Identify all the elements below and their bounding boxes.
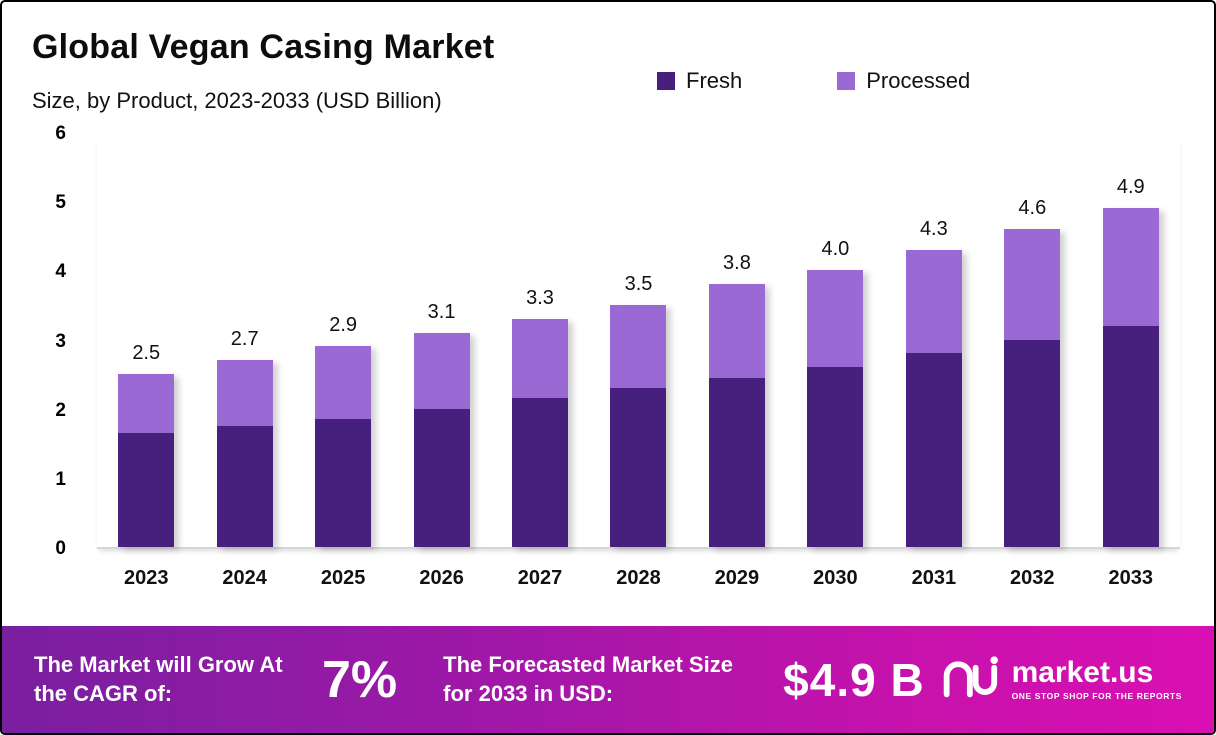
y-tick-label: 3 <box>55 330 66 352</box>
x-tick-label: 2028 <box>616 567 661 589</box>
bar-segment-fresh <box>708 377 765 547</box>
x-tick-label: 2023 <box>123 567 169 589</box>
bar-column-2033: 4.9 <box>1082 134 1180 547</box>
stacked-bar <box>315 346 372 547</box>
legend: Fresh Processed <box>657 68 970 94</box>
bar-total-label: 4.6 <box>1018 196 1047 219</box>
brand-tagline: ONE STOP SHOP FOR THE REPORTS <box>1011 691 1182 702</box>
stacked-bar <box>1004 228 1061 547</box>
stacked-bar <box>512 318 569 547</box>
x-tick-label: 2026 <box>419 567 464 589</box>
bar-total-label: 4.3 <box>919 217 948 240</box>
bar-segment-processed <box>216 360 273 426</box>
y-tick-label: 5 <box>55 192 66 214</box>
bar-column-2024: 2.7 <box>195 134 293 547</box>
stacked-bar <box>708 284 765 547</box>
bar-segment-fresh <box>512 398 569 547</box>
brand-block: market.us ONE STOP SHOP FOR THE REPORTS <box>942 655 1182 704</box>
bar-column-2029: 3.8 <box>688 134 786 547</box>
legend-label: Processed <box>866 68 971 93</box>
x-tick-label: 2030 <box>813 567 858 589</box>
legend-swatch <box>837 72 856 90</box>
bar-total-label: 3.5 <box>624 272 653 295</box>
bar-segment-fresh <box>610 387 667 547</box>
bar-segment-fresh <box>1102 325 1159 547</box>
footer-banner: The Market will Grow At the CAGR of: 7% … <box>2 626 1214 733</box>
bar-column-2025: 2.9 <box>294 134 392 547</box>
y-tick-label: 0 <box>55 538 66 559</box>
bar-segment-processed <box>413 332 470 409</box>
bar-segment-processed <box>1004 228 1061 340</box>
bar-segment-fresh <box>216 425 273 547</box>
bar-segment-processed <box>1102 208 1159 326</box>
bar-segment-processed <box>807 270 864 368</box>
bar-column-2030: 4.0 <box>786 134 884 547</box>
bar-segment-fresh <box>807 367 864 547</box>
x-tick-label: 2029 <box>714 567 760 589</box>
stacked-bar <box>905 249 962 547</box>
legend-item-fresh: Fresh <box>657 68 742 94</box>
y-tick-label: 2 <box>55 399 66 421</box>
brand-text: market.us ONE STOP SHOP FOR THE REPORTS <box>1012 658 1182 701</box>
stacked-bar <box>807 270 864 547</box>
x-tick-label: 2031 <box>911 567 957 589</box>
forecast-value: $4.9 B <box>783 653 925 706</box>
legend-swatch <box>657 72 675 90</box>
cagr-label: The Market will Grow At the CAGR of: <box>34 651 283 706</box>
bar-total-label: 3.3 <box>526 286 554 309</box>
y-tick-label: 4 <box>55 261 66 283</box>
x-tick-label: 2025 <box>320 567 366 589</box>
brand-name: market.us <box>1011 656 1154 690</box>
bar-total-label: 3.1 <box>427 300 456 323</box>
bar-total-label: 2.5 <box>132 342 161 365</box>
bar-segment-processed <box>512 318 569 399</box>
bar-segment-processed <box>708 284 765 378</box>
bar-segment-fresh <box>1004 339 1061 547</box>
bar-segment-processed <box>118 374 175 433</box>
stacked-bar <box>216 360 273 547</box>
stacked-bar <box>413 332 470 547</box>
bar-total-label: 2.7 <box>230 328 259 351</box>
plot-area: 2.5 2.7 2.9 3.1 3.3 3.5 3.8 4.0 4.3 4.6 4.9 <box>97 134 1180 549</box>
stacked-bar <box>118 374 175 547</box>
bar-segment-processed <box>315 346 372 420</box>
bar-segment-fresh <box>905 353 962 547</box>
bar-column-2028: 3.5 <box>589 134 687 547</box>
x-tick-label: 2024 <box>222 567 267 589</box>
bar-segment-fresh <box>315 419 372 547</box>
y-tick-label: 6 <box>55 123 66 144</box>
bar-total-label: 3.8 <box>723 252 751 275</box>
bar-segment-fresh <box>413 408 470 547</box>
x-axis: 2023 2024 2025 2026 2027 2028 2029 2030 2031 2032… <box>97 567 1180 590</box>
forecast-label: The Forecasted Market Size for 2033 in U… <box>443 651 733 706</box>
bar-column-2026: 3.1 <box>392 134 490 547</box>
bar-segment-processed <box>905 249 962 354</box>
y-axis: 0 1 2 3 4 5 6 <box>2 123 80 559</box>
x-tick-label: 2027 <box>517 567 563 589</box>
x-tick-label: 2032 <box>1010 567 1055 589</box>
marketus-logo-icon <box>942 655 1000 704</box>
legend-item-processed: Processed <box>837 68 970 94</box>
y-tick-label: 1 <box>55 468 66 490</box>
cagr-value: 7% <box>322 650 398 709</box>
x-tick-label: 2033 <box>1108 567 1154 589</box>
legend-label: Fresh <box>686 68 743 93</box>
stacked-bar-chart: 0 1 2 3 4 5 6 2.5 2.7 2.9 3.1 3.3 3.5 3.8 4.0 4.3 4.6 4.… <box>2 123 1214 626</box>
chart-subtitle: Size, by Product, 2023-2033 (USD Billion… <box>32 88 442 113</box>
bar-segment-processed <box>610 304 667 388</box>
stacked-bar <box>610 304 667 547</box>
bar-column-2031: 4.3 <box>885 134 983 547</box>
bar-column-2023: 2.5 <box>97 134 195 547</box>
chart-header: Global Vegan Casing Market Size, by Prod… <box>2 2 1214 130</box>
stacked-bar <box>1102 208 1159 547</box>
bar-total-label: 4.9 <box>1116 176 1145 199</box>
page-title: Global Vegan Casing Market <box>32 28 495 66</box>
bar-segment-fresh <box>118 432 175 547</box>
bar-column-2027: 3.3 <box>491 134 589 547</box>
bar-column-2032: 4.6 <box>983 134 1081 547</box>
bar-total-label: 2.9 <box>329 314 358 337</box>
bar-total-label: 4.0 <box>821 238 850 261</box>
